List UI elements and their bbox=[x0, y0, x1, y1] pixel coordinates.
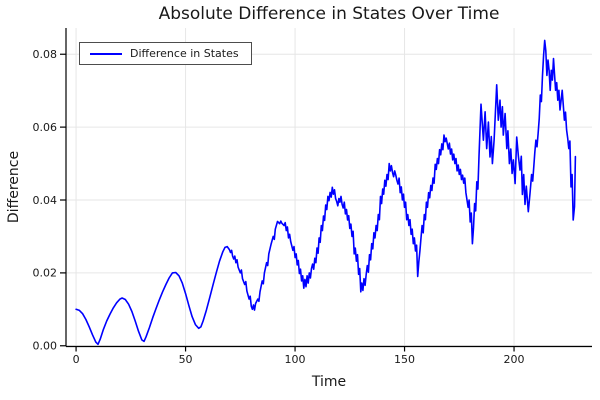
x-tick-label: 100 bbox=[285, 353, 306, 366]
legend-label: Difference in States bbox=[130, 47, 239, 60]
x-tick-label: 200 bbox=[504, 353, 525, 366]
chart-title: Absolute Difference in States Over Time bbox=[158, 4, 500, 24]
x-axis-label: Time bbox=[311, 374, 347, 390]
y-tick-label: 0.00 bbox=[33, 340, 58, 353]
y-tick-label: 0.08 bbox=[33, 48, 58, 61]
legend: Difference in States bbox=[79, 42, 252, 65]
series-line bbox=[75, 39, 577, 346]
legend-line-sample bbox=[90, 52, 122, 55]
y-tick-label: 0.06 bbox=[33, 121, 58, 134]
y-tick-label: 0.02 bbox=[33, 267, 58, 280]
y-axis-label: Difference bbox=[6, 150, 22, 224]
x-tick-label: 150 bbox=[394, 353, 415, 366]
x-tick-label: 50 bbox=[179, 353, 193, 366]
y-tick-label: 0.04 bbox=[33, 194, 58, 207]
x-tick-label: 0 bbox=[73, 353, 80, 366]
